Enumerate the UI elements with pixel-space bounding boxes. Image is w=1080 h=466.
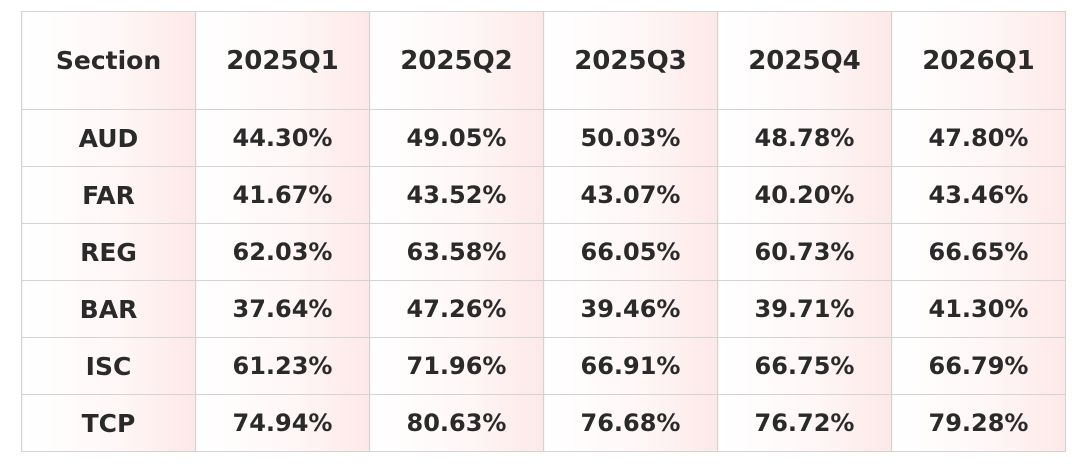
table-cell: 60.73% [717,223,892,281]
pass-rate-table-container: Section 2025Q1 2025Q2 2025Q3 2025Q4 2026… [21,11,1066,452]
column-header-2025q1: 2025Q1 [195,11,370,110]
table-cell: 47.26% [369,280,544,338]
table-cell: 50.03% [543,109,718,167]
table-cell: 41.67% [195,166,370,224]
table-cell: 40.20% [717,166,892,224]
table-row: TCP 74.94% 80.63% 76.68% 76.72% 79.28% [21,394,1066,452]
table-cell: 80.63% [369,394,544,452]
row-label-aud: AUD [21,109,196,167]
table-cell: 61.23% [195,337,370,395]
table-cell: 79.28% [891,394,1066,452]
table-cell: 66.75% [717,337,892,395]
table-row: AUD 44.30% 49.05% 50.03% 48.78% 47.80% [21,109,1066,167]
row-label-isc: ISC [21,337,196,395]
table-cell: 37.64% [195,280,370,338]
table-cell: 76.72% [717,394,892,452]
table-cell: 76.68% [543,394,718,452]
table-cell: 49.05% [369,109,544,167]
table-cell: 39.71% [717,280,892,338]
column-header-2025q4: 2025Q4 [717,11,892,110]
table-cell: 43.07% [543,166,718,224]
column-header-section: Section [21,11,196,110]
table-cell: 66.91% [543,337,718,395]
table-cell: 71.96% [369,337,544,395]
table-cell: 48.78% [717,109,892,167]
table-cell: 44.30% [195,109,370,167]
header-row: Section 2025Q1 2025Q2 2025Q3 2025Q4 2026… [21,11,1066,110]
table-cell: 74.94% [195,394,370,452]
column-header-2025q2: 2025Q2 [369,11,544,110]
table-row: ISC 61.23% 71.96% 66.91% 66.75% 66.79% [21,337,1066,395]
column-header-2026q1: 2026Q1 [891,11,1066,110]
row-label-reg: REG [21,223,196,281]
table-cell: 66.05% [543,223,718,281]
table-cell: 43.46% [891,166,1066,224]
table-cell: 41.30% [891,280,1066,338]
table-cell: 39.46% [543,280,718,338]
table-cell: 47.80% [891,109,1066,167]
table-row: REG 62.03% 63.58% 66.05% 60.73% 66.65% [21,223,1066,281]
row-label-far: FAR [21,166,196,224]
table-cell: 62.03% [195,223,370,281]
table-cell: 66.79% [891,337,1066,395]
row-label-bar: BAR [21,280,196,338]
table-row: BAR 37.64% 47.26% 39.46% 39.71% 41.30% [21,280,1066,338]
column-header-2025q3: 2025Q3 [543,11,718,110]
table-cell: 63.58% [369,223,544,281]
table-cell: 66.65% [891,223,1066,281]
table-row: FAR 41.67% 43.52% 43.07% 40.20% 43.46% [21,166,1066,224]
row-label-tcp: TCP [21,394,196,452]
table-cell: 43.52% [369,166,544,224]
pass-rate-table: Section 2025Q1 2025Q2 2025Q3 2025Q4 2026… [21,11,1066,452]
